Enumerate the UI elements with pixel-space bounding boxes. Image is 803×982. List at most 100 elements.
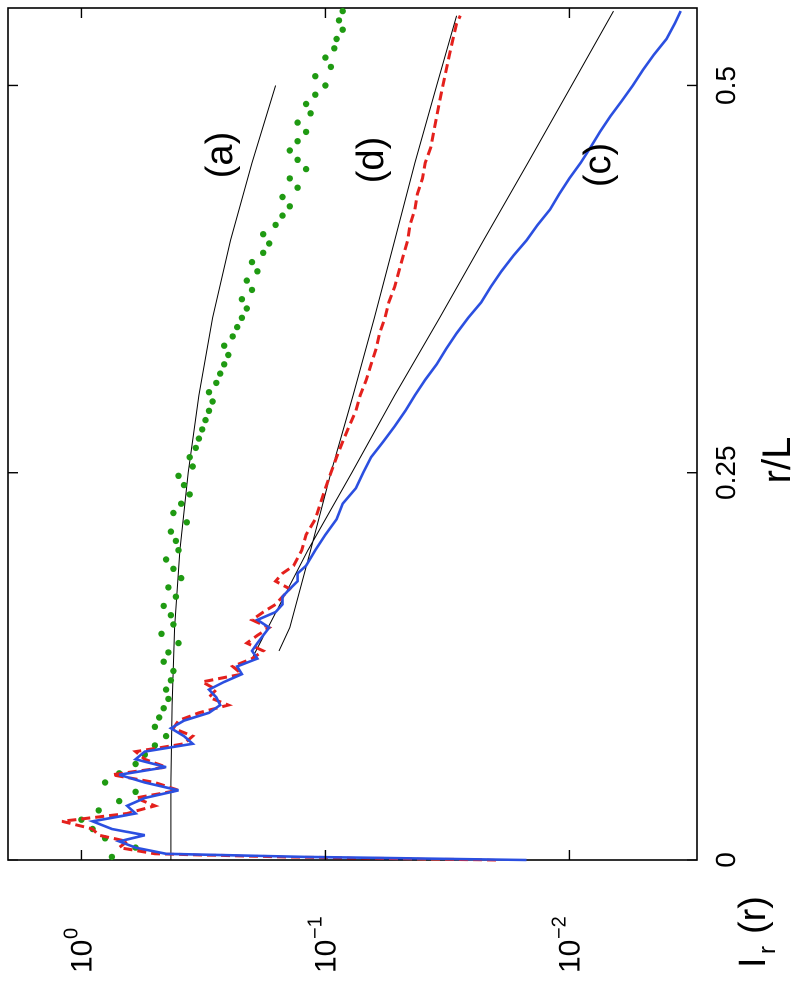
series-a-point (160, 602, 167, 610)
series-d-fit-line (278, 15, 458, 652)
series-a-point (162, 732, 170, 740)
series-a-point (279, 212, 286, 219)
y-tick-label: 10−2 (548, 916, 586, 973)
y-axis-label-paren: (r) (732, 896, 774, 934)
series-a-point (294, 138, 301, 145)
series-a-point (160, 658, 167, 665)
series-a-point (165, 584, 172, 591)
series-a-point (331, 45, 338, 52)
y-tick-label-exponent: −1 (304, 916, 326, 939)
series-a-point (225, 351, 232, 359)
series-a-point (286, 175, 293, 182)
y-tick-label-exponent: 0 (60, 928, 82, 939)
series-a-point (202, 416, 209, 424)
x-tick-label: 0 (710, 852, 741, 868)
series-a-point (209, 398, 216, 405)
x-axis-label: r/L (755, 437, 799, 484)
series-a-point (175, 639, 182, 647)
series-a-point (294, 184, 301, 191)
annotation-a: (a) (199, 132, 241, 178)
series-a-point (170, 621, 177, 628)
series-a-fit-line (170, 85, 277, 860)
series-a-point (294, 119, 301, 126)
series-a-point (156, 714, 163, 721)
series-a-point (175, 547, 182, 554)
series-a-point (165, 649, 172, 656)
series-a-point (186, 491, 193, 498)
series-a-point (339, 7, 346, 15)
series-layer (61, 7, 682, 862)
series-a-point (286, 147, 293, 154)
series-a-point (172, 537, 180, 545)
series-c-fit-line (251, 10, 614, 659)
series-a-point (238, 314, 246, 321)
series-a-point (266, 240, 273, 247)
series-a-point (172, 593, 180, 600)
series-a-point (167, 677, 175, 684)
series-a-point (327, 63, 335, 71)
series-a-point (333, 35, 340, 43)
series-a-point (116, 797, 123, 805)
series-a-point (335, 17, 343, 24)
series-a-point (217, 370, 224, 377)
series-a-point (307, 110, 314, 117)
series-a-point (132, 788, 139, 795)
series-a-point (160, 705, 167, 712)
series-a-point (213, 379, 220, 387)
series-a-point (180, 481, 188, 489)
series-a-point (175, 472, 182, 479)
series-a-point (186, 454, 193, 461)
annotation-c: (c) (577, 143, 619, 187)
y-tick-label-exponent: −2 (548, 916, 570, 939)
series-a-point (162, 686, 170, 693)
y-axis-label: I r (r) (732, 896, 781, 968)
series-a-point (101, 779, 109, 786)
series-a-point (272, 221, 279, 229)
plot-frame (7, 7, 698, 861)
series-a-point (178, 500, 185, 507)
y-tick-label-base: 10 (309, 940, 342, 973)
series-a-point (199, 426, 206, 433)
series-a-point (322, 54, 329, 61)
series-a-point (151, 723, 159, 730)
series-a-point (221, 342, 228, 349)
series-a-point (205, 407, 213, 414)
series-a-point (238, 296, 246, 303)
series-a-point (302, 128, 310, 136)
series-a-point (132, 760, 139, 768)
series-a-point (254, 268, 261, 275)
series-a-point (108, 853, 116, 861)
series-a-point (151, 742, 159, 749)
y-axis-label-main: I (732, 957, 774, 968)
series-a-point (178, 574, 185, 582)
y-tick-label: 100 (60, 928, 98, 973)
series-a-point (339, 26, 346, 33)
series-a-point (260, 231, 267, 238)
series-a-point (286, 203, 293, 210)
series-a-point (158, 630, 165, 637)
x-tick-label: 0.5 (710, 66, 741, 105)
series-a-point (302, 165, 310, 173)
series-a-point (312, 73, 319, 80)
series-a-point (167, 528, 175, 535)
series-a-point (243, 305, 250, 312)
series-a-point (183, 519, 190, 526)
series-a-point (248, 258, 256, 266)
y-tick-label-base: 10 (553, 940, 586, 973)
series-a-point (248, 286, 256, 294)
annotation-d: (d) (350, 137, 392, 183)
x-tick-label: 0.25 (710, 445, 741, 500)
series-a-point (260, 249, 267, 256)
series-c-line (87, 10, 682, 862)
series-a-point (170, 509, 177, 517)
series-a-point (221, 361, 228, 368)
series-a-point (192, 444, 199, 452)
series-a-point (170, 565, 177, 572)
series-a-point (243, 277, 250, 284)
series-a-point (195, 435, 203, 442)
series-a-point (189, 463, 196, 470)
series-a-point (294, 156, 301, 163)
